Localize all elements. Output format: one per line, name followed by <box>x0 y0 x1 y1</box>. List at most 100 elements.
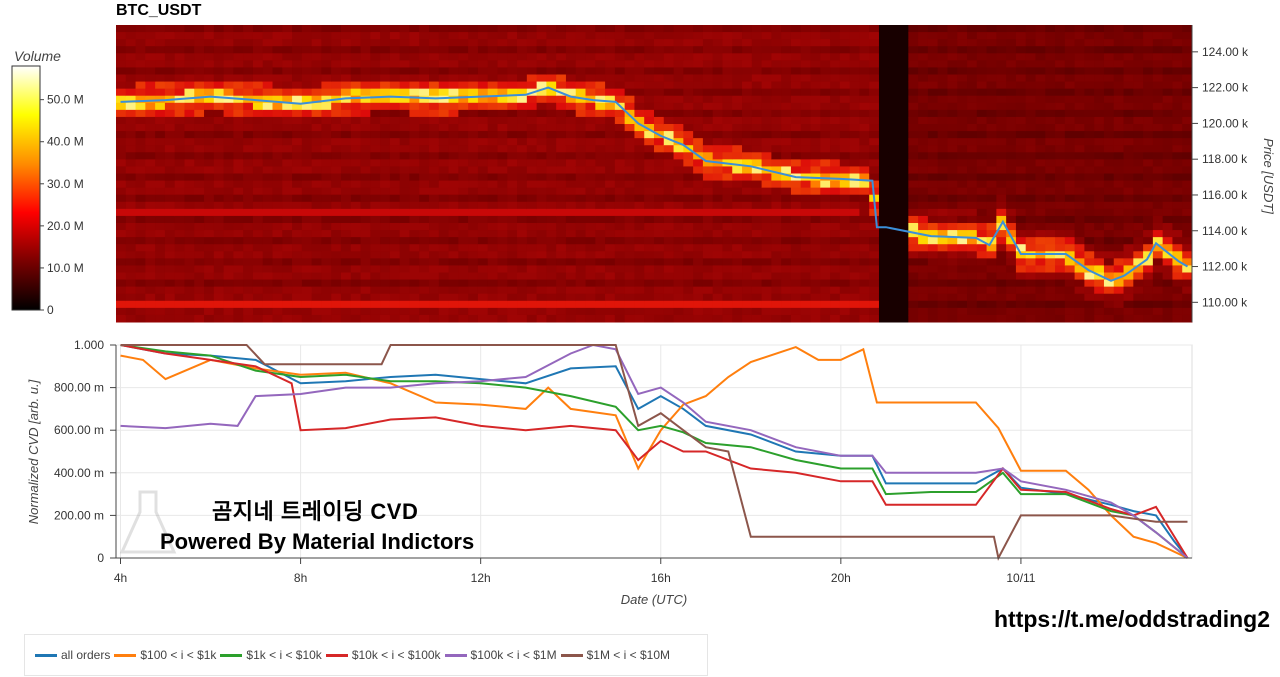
heatmap-cell <box>311 251 322 259</box>
heatmap-cell <box>771 237 782 245</box>
heatmap-cell <box>1025 159 1036 167</box>
heatmap-cell <box>830 307 841 316</box>
heatmap-cell <box>957 145 968 153</box>
heatmap-cell <box>536 39 547 47</box>
heatmap-cell <box>810 223 821 231</box>
heatmap-cell <box>839 116 851 125</box>
heatmap-cell <box>350 25 362 33</box>
heatmap-cell <box>781 102 792 111</box>
heatmap-cell <box>1025 166 1036 174</box>
heatmap-cell <box>360 223 371 231</box>
heatmap-cell <box>869 32 880 40</box>
heatmap-cell <box>331 166 342 174</box>
heatmap-cell <box>957 272 968 281</box>
heatmap-cell <box>145 272 156 281</box>
heatmap-cell <box>565 187 577 196</box>
heatmap-cell <box>565 102 577 111</box>
heatmap-cell <box>781 244 792 252</box>
heatmap-cell <box>800 307 812 316</box>
telegram-link[interactable]: https://t.me/oddstrading2 <box>994 606 1270 632</box>
heatmap-cell <box>233 53 244 61</box>
heatmap-cell <box>174 131 185 139</box>
heatmap-cell <box>947 138 958 146</box>
heatmap-cell <box>458 293 469 302</box>
heatmap-cell <box>878 74 890 83</box>
heatmap-cell <box>272 265 283 273</box>
heatmap-cell <box>184 230 195 238</box>
heatmap-cell <box>1045 138 1056 146</box>
heatmap-cell <box>1182 138 1193 146</box>
heatmap-cell <box>350 215 362 224</box>
heatmap-cell <box>174 74 185 83</box>
heatmap-cell <box>1074 74 1085 83</box>
heatmap-cell <box>448 102 459 111</box>
heatmap-cell <box>751 39 763 47</box>
heatmap-cell <box>830 237 841 245</box>
heatmap-cell <box>301 307 313 316</box>
heatmap-cell <box>282 265 293 273</box>
heatmap-cell <box>155 201 166 210</box>
heatmap-cell <box>135 314 146 323</box>
heatmap-cell <box>1074 131 1085 139</box>
heatmap-cell <box>487 74 498 83</box>
legend-item[interactable]: all orders <box>35 648 110 662</box>
heatmap-cell <box>1162 223 1173 231</box>
heatmap-cell <box>321 208 332 217</box>
heatmap-cell <box>1045 208 1056 217</box>
heatmap-cell <box>585 279 596 288</box>
heatmap-cell <box>918 109 929 118</box>
heatmap-cell <box>1162 102 1173 111</box>
heatmap-cell <box>164 67 176 75</box>
heatmap-cell <box>722 53 733 61</box>
heatmap-cell <box>262 138 274 146</box>
heatmap-cell <box>155 102 166 111</box>
heatmap-cell <box>654 201 665 210</box>
heatmap-cell <box>556 53 567 61</box>
heatmap-cell <box>1094 109 1105 118</box>
heatmap-cell <box>624 74 635 83</box>
heatmap-cell <box>996 272 1007 281</box>
heatmap-cell <box>634 279 645 288</box>
heatmap-cell <box>517 208 528 217</box>
heatmap-cell <box>781 223 792 231</box>
heatmap-cell <box>223 187 234 196</box>
heatmap-cell <box>1045 131 1056 139</box>
heatmap-cell <box>1103 251 1115 259</box>
legend-item[interactable]: $1M < i < $10M <box>560 648 670 662</box>
heatmap-cell <box>282 152 293 160</box>
heatmap-cell <box>409 265 420 273</box>
heatmap-cell <box>751 251 763 259</box>
heatmap-cell <box>1084 272 1095 281</box>
heatmap-cell <box>370 39 381 47</box>
heatmap-cell <box>644 88 655 97</box>
heatmap-cell <box>634 32 645 40</box>
heatmap-cell <box>380 138 391 146</box>
heatmap-cell <box>771 286 782 295</box>
heatmap-cell <box>262 314 274 323</box>
heatmap-cell <box>556 109 567 118</box>
heatmap-cell <box>751 314 763 323</box>
price-line <box>120 86 1189 282</box>
heatmap-cell <box>135 81 146 90</box>
heatmap-cell <box>546 265 557 273</box>
heatmap-cell <box>702 244 714 252</box>
legend-item[interactable]: $100k < i < $1M <box>444 648 557 662</box>
heatmap-cell <box>233 32 244 40</box>
heatmap-cell <box>145 74 156 83</box>
heatmap-cell <box>164 293 176 302</box>
heatmap-cell <box>1172 53 1183 61</box>
legend-item[interactable]: $1k < i < $10k <box>220 648 322 662</box>
heatmap-cell <box>1123 67 1134 75</box>
heatmap-cell <box>1162 46 1173 54</box>
heatmap-cell <box>1182 314 1193 323</box>
heatmap-cell <box>1045 279 1056 288</box>
heatmap-cell <box>624 279 635 288</box>
legend-item[interactable]: $100 < i < $1k <box>114 648 216 662</box>
heatmap-cell <box>311 230 322 238</box>
legend-item[interactable]: $10k < i < $100k <box>325 648 441 662</box>
heatmap-cell <box>370 116 381 125</box>
heatmap-cell <box>986 279 997 288</box>
heatmap-cell <box>243 237 254 245</box>
heatmap-cell <box>389 187 401 196</box>
heatmap-cell <box>419 46 430 54</box>
